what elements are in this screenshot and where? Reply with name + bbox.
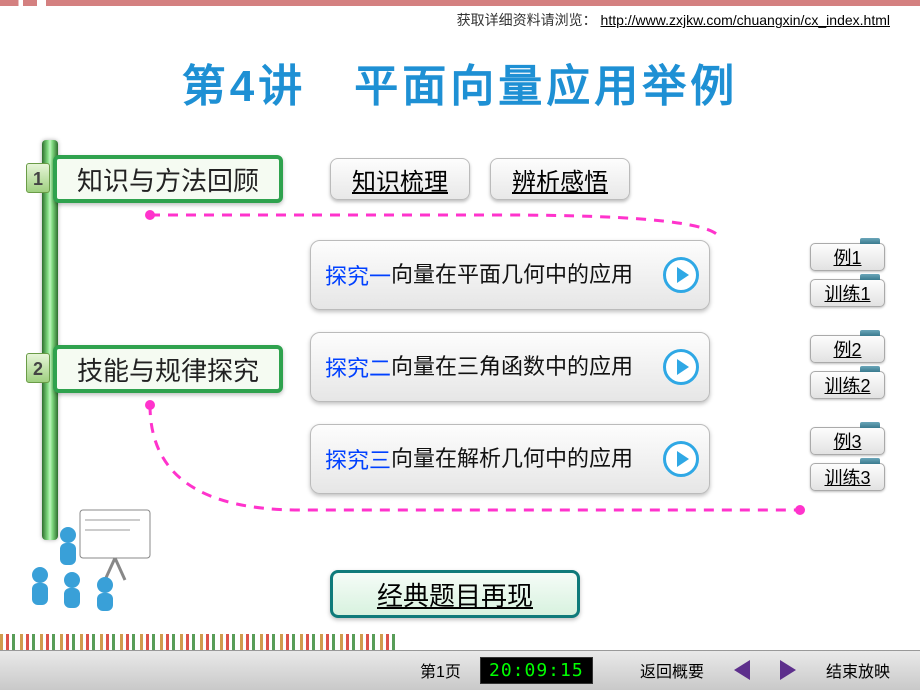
- topic-card-2[interactable]: 探究二 向量在三角函数中的应用: [310, 332, 710, 402]
- topic-prefix-2: 探究二: [325, 351, 391, 383]
- header-prefix: 获取详细资料请浏览：: [457, 12, 597, 28]
- training-3-button[interactable]: 训练3: [810, 463, 885, 491]
- mini-group-1: 例1 训练1: [810, 243, 885, 307]
- play-icon[interactable]: [663, 257, 699, 293]
- play-icon[interactable]: [663, 441, 699, 477]
- section-number-2: 2: [26, 353, 50, 383]
- topic-card-1[interactable]: 探究一 向量在平面几何中的应用: [310, 240, 710, 310]
- topic-text-3: 向量在解析几何中的应用: [391, 446, 633, 472]
- classroom-illustration: [20, 505, 170, 615]
- mini-group-2: 例2 训练2: [810, 335, 885, 399]
- section-box-review[interactable]: 知识与方法回顾: [53, 155, 283, 203]
- mini-group-3: 例3 训练3: [810, 427, 885, 491]
- example-2-button[interactable]: 例2: [810, 335, 885, 363]
- topic-card-3[interactable]: 探究三 向量在解析几何中的应用: [310, 424, 710, 494]
- section-label-2: 技能与规律探究: [77, 351, 259, 388]
- footer-bar: 第1页 20:09:15 返回概要 结束放映: [0, 650, 920, 690]
- topic-row-2: 探究二 向量在三角函数中的应用: [310, 332, 870, 402]
- pill-knowledge[interactable]: 知识梳理: [330, 158, 470, 200]
- arrow-right-icon: [780, 660, 796, 680]
- footer-stripes: [0, 634, 400, 650]
- topic-row-3: 探究三 向量在解析几何中的应用: [310, 424, 870, 494]
- clock-display: 20:09:15: [480, 657, 593, 684]
- section-box-explore[interactable]: 技能与规律探究: [53, 345, 283, 393]
- prev-slide-button[interactable]: [734, 660, 750, 680]
- topic-text-1: 向量在平面几何中的应用: [391, 262, 633, 288]
- back-to-overview-button[interactable]: 返回概要: [640, 658, 704, 682]
- example-3-button[interactable]: 例3: [810, 427, 885, 455]
- slide-title: 第4讲 平面向量应用举例: [0, 50, 920, 114]
- page-indicator: 第1页: [420, 658, 461, 682]
- section-label-1: 知识与方法回顾: [77, 161, 259, 198]
- play-icon[interactable]: [663, 349, 699, 385]
- topic-text-2: 向量在三角函数中的应用: [391, 354, 633, 380]
- end-show-button[interactable]: 结束放映: [826, 658, 890, 682]
- topic-prefix-1: 探究一: [325, 259, 391, 291]
- classic-problems-button[interactable]: 经典题目再现: [330, 570, 580, 618]
- header-link-line: 获取详细资料请浏览： http://www.zxjkw.com/chuangxi…: [457, 10, 890, 30]
- top-border: [0, 0, 920, 6]
- training-2-button[interactable]: 训练2: [810, 371, 885, 399]
- topic-row-1: 探究一 向量在平面几何中的应用: [310, 240, 870, 310]
- pill-analysis[interactable]: 辨析感悟: [490, 158, 630, 200]
- next-slide-button[interactable]: [780, 660, 796, 680]
- example-1-button[interactable]: 例1: [810, 243, 885, 271]
- topic-prefix-3: 探究三: [325, 443, 391, 475]
- training-1-button[interactable]: 训练1: [810, 279, 885, 307]
- header-url[interactable]: http://www.zxjkw.com/chuangxin/cx_index.…: [601, 12, 890, 28]
- arrow-left-icon: [734, 660, 750, 680]
- section-number-1: 1: [26, 163, 50, 193]
